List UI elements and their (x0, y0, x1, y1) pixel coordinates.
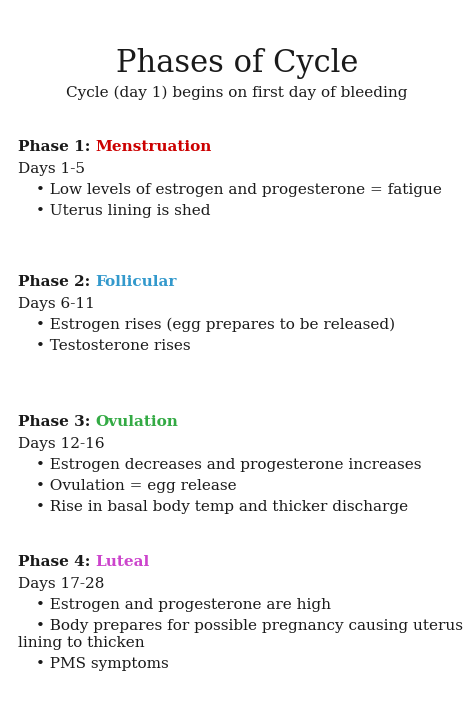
Text: • Ovulation = egg release: • Ovulation = egg release (36, 479, 237, 493)
Text: Follicular: Follicular (95, 275, 177, 289)
Text: Phase 1:: Phase 1: (18, 140, 96, 154)
Text: • Testosterone rises: • Testosterone rises (36, 339, 191, 353)
Text: Menstruation: Menstruation (96, 140, 212, 154)
Text: Phase 2:: Phase 2: (18, 275, 95, 289)
Text: lining to thicken: lining to thicken (18, 636, 145, 650)
Text: • Estrogen and progesterone are high: • Estrogen and progesterone are high (36, 598, 331, 612)
Text: • Body prepares for possible pregnancy causing uterus: • Body prepares for possible pregnancy c… (36, 619, 463, 633)
Text: Cycle (day 1) begins on first day of bleeding: Cycle (day 1) begins on first day of ble… (66, 86, 408, 100)
Text: • PMS symptoms: • PMS symptoms (36, 657, 169, 671)
Text: • Uterus lining is shed: • Uterus lining is shed (36, 204, 210, 218)
Text: Days 6-11: Days 6-11 (18, 297, 95, 311)
Text: • Estrogen decreases and progesterone increases: • Estrogen decreases and progesterone in… (36, 458, 421, 472)
Text: Phase 4:: Phase 4: (18, 555, 96, 569)
Text: Phases of Cycle: Phases of Cycle (116, 48, 358, 79)
Text: • Low levels of estrogen and progesterone = fatigue: • Low levels of estrogen and progesteron… (36, 183, 442, 197)
Text: Phase 3:: Phase 3: (18, 415, 96, 429)
Text: Days 12-16: Days 12-16 (18, 437, 105, 451)
Text: Luteal: Luteal (96, 555, 150, 569)
Text: Days 17-28: Days 17-28 (18, 577, 104, 591)
Text: Days 1-5: Days 1-5 (18, 162, 85, 176)
Text: • Rise in basal body temp and thicker discharge: • Rise in basal body temp and thicker di… (36, 500, 408, 514)
Text: • Estrogen rises (egg prepares to be released): • Estrogen rises (egg prepares to be rel… (36, 318, 395, 332)
Text: Ovulation: Ovulation (96, 415, 179, 429)
